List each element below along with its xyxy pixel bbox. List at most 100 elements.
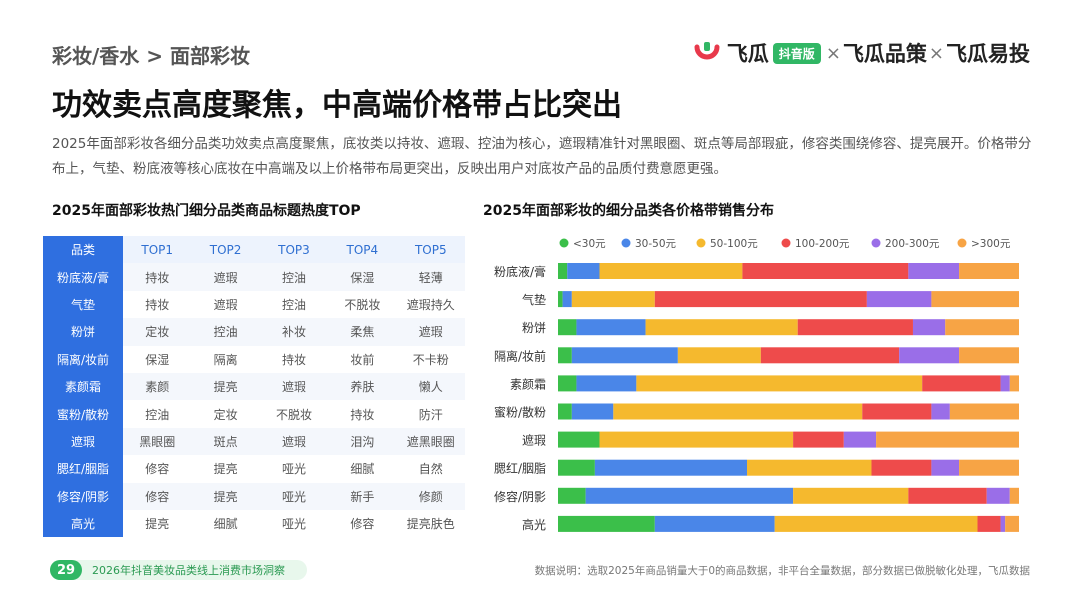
bar-segment (949, 403, 1019, 420)
brand-separator: × (825, 42, 841, 64)
legend-swatch (871, 238, 881, 248)
legend-swatch (559, 238, 569, 248)
table-category-cell: 腮红/胭脂 (43, 455, 123, 483)
bar-segment (585, 487, 794, 504)
bar-segment (959, 263, 1019, 279)
price-band-chart-svg: <30元 30-50元 50-100元 100-200元 200-300元 >300元粉底… (494, 238, 1019, 532)
table-cell: 修容 (328, 509, 397, 538)
table-cell: 哑光 (259, 509, 329, 538)
table-cell: 控油 (123, 400, 192, 428)
table-cell: 隔离 (191, 345, 260, 373)
legend-swatch (696, 238, 706, 248)
table-header-row: 品类 TOP1 TOP2 TOP3 TOP4 TOP5 (43, 236, 465, 264)
bar-segment (1009, 487, 1019, 504)
table-cell: 提亮 (191, 455, 260, 483)
table-cell: 持妆 (328, 400, 397, 428)
table-cell: 哑光 (259, 482, 329, 510)
category-label: 高光 (522, 517, 546, 532)
bar-segment (571, 347, 678, 364)
bar-segment (797, 319, 913, 336)
report-name: 2026年抖音美妆品类线上消费市场洞察 (92, 564, 285, 577)
bar-segment (866, 291, 932, 308)
table-category-cell: 隔离/妆前 (43, 345, 123, 373)
bar-segment (677, 347, 761, 364)
category-label: 隔离/妆前 (494, 348, 546, 363)
table-cell: 遮瑕持久 (396, 290, 465, 319)
page-title: 功效卖点高度聚焦，中高端价格带占比突出 (52, 88, 622, 123)
brand-separator: × (928, 42, 944, 64)
table-cell: 遮瑕 (259, 372, 329, 401)
table-cell: 遮瑕 (259, 427, 329, 456)
table-cell: 定妆 (191, 400, 260, 428)
table-category-cell: 素颜霜 (43, 372, 123, 401)
table-cell: 柔焦 (328, 318, 397, 346)
table-row: 粉底液/膏 持妆 遮瑕 控油 保湿 轻薄 (43, 263, 465, 291)
bar-segment (558, 403, 572, 420)
bar-segment (599, 431, 794, 448)
bar-segment (558, 347, 572, 364)
bar-segment (959, 459, 1019, 476)
category-label: 修容/阴影 (494, 489, 546, 504)
table-row: 腮红/胭脂 修容 提亮 哑光 细腻 自然 (43, 455, 465, 483)
bar-segment (793, 487, 909, 504)
table-cell: 遮瑕 (191, 290, 260, 319)
bar-segment (986, 487, 1010, 504)
table-header-cell: TOP4 (328, 236, 397, 264)
bar-segment (576, 375, 637, 392)
table-category-cell: 修容/阴影 (43, 482, 123, 510)
bar-segment (654, 515, 775, 532)
legend-label: 30-50元 (635, 238, 677, 250)
bar-segment (562, 291, 572, 308)
table-cell: 养肤 (328, 372, 397, 401)
bar-segment (908, 263, 960, 279)
table-cell: 懒人 (396, 372, 465, 401)
table-cell: 提亮 (191, 372, 260, 401)
bar-segment (959, 347, 1019, 364)
table-category-cell: 蜜粉/散粉 (43, 400, 123, 428)
table-header-cell: TOP5 (396, 236, 465, 264)
bar-segment (760, 347, 900, 364)
table-category-cell: 气垫 (43, 290, 123, 319)
table-cell: 持妆 (123, 290, 192, 319)
legend-swatch (957, 238, 967, 248)
table-cell: 保湿 (123, 345, 192, 373)
table-cell: 控油 (191, 318, 260, 346)
brand-badge: 抖音版 (772, 42, 821, 64)
table-row: 高光 提亮 细腻 哑光 修容 提亮肤色 (43, 509, 465, 538)
table-cell: 自然 (396, 455, 465, 483)
bar-segment (1005, 515, 1019, 532)
table-row: 遮瑕 黑眼圈 斑点 遮瑕 泪沟 遮黑眼圈 (43, 427, 465, 456)
table-category-cell: 高光 (43, 509, 123, 538)
hot-keywords-table: 品类 TOP1 TOP2 TOP3 TOP4 TOP5 粉底液/膏 持妆 遮瑕 … (43, 236, 465, 538)
bar-segment (645, 319, 798, 336)
bar-segment (654, 291, 867, 308)
breadcrumb: 彩妆/香水 > 面部彩妆 (52, 44, 250, 68)
page-number: 29 (50, 560, 82, 580)
table-cell: 提亮肤色 (396, 509, 465, 538)
bar-segment (1000, 515, 1006, 532)
bar-segment (908, 487, 987, 504)
table-cell: 黑眼圈 (123, 427, 192, 456)
data-note: 数据说明：选取2025年商品销量大于0的商品数据，非平台全量数据，部分数据已做脱… (534, 565, 1030, 577)
bar-segment (945, 319, 1019, 336)
table-cell: 泪沟 (328, 427, 397, 456)
table-cell: 持妆 (259, 345, 329, 373)
bar-segment (899, 347, 960, 364)
table-header-cell: TOP2 (191, 236, 260, 264)
page-description: 2025年面部彩妆各细分品类功效卖点高度聚焦，底妆类以持妆、遮瑕、控油为核心，遮… (52, 136, 1032, 177)
table-cell: 哑光 (259, 455, 329, 483)
bar-segment (558, 459, 595, 476)
table-header-cell: 品类 (43, 236, 123, 264)
price-band-chart: <30元 30-50元 50-100元 100-200元 200-300元 >300元 粉底… (478, 230, 1038, 550)
bar-segment (876, 431, 1019, 448)
category-label: 气垫 (522, 292, 546, 307)
legend-label: <30元 (573, 238, 606, 250)
bar-segment (558, 487, 586, 504)
bar-segment (558, 263, 568, 279)
table-cell: 提亮 (191, 482, 260, 510)
bar-segment (922, 375, 1001, 392)
table-cell: 修颜 (396, 482, 465, 510)
bar-segment (571, 291, 655, 308)
table-cell: 细腻 (328, 455, 397, 483)
table-title: 2025年面部彩妆热门细分品类商品标题热度TOP (52, 203, 361, 219)
